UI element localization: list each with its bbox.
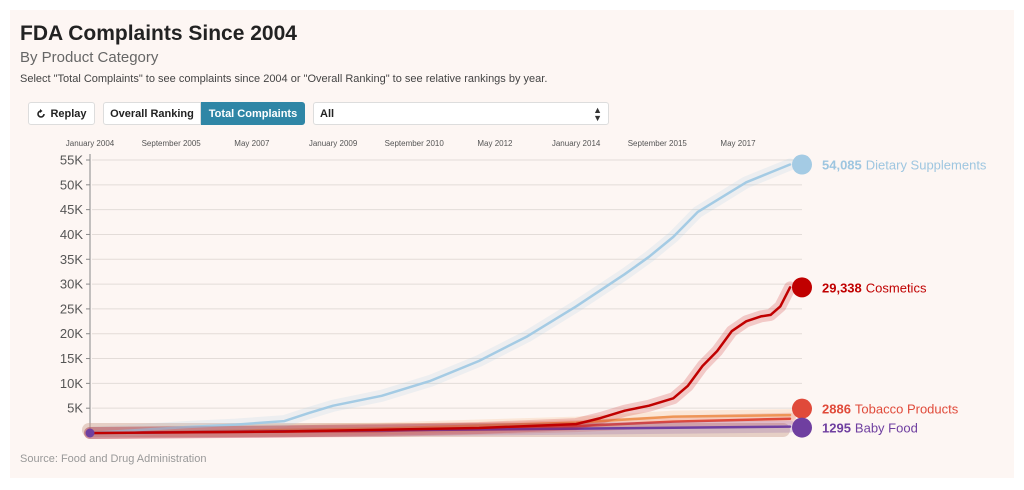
total-complaints-button[interactable]: Total Complaints	[201, 102, 305, 125]
end-label-name: Cosmetics	[866, 280, 927, 295]
x-tick-label: September 2015	[628, 139, 688, 148]
y-tick-label: 45K	[60, 202, 83, 217]
x-tick-label: May 2017	[720, 139, 756, 148]
y-tick-label: 20K	[60, 326, 83, 341]
select-arrows-icon: ▲ ▼	[593, 105, 602, 123]
chart-description: Select "Total Complaints" to see complai…	[20, 73, 548, 85]
chart-title: FDA Complaints Since 2004	[20, 22, 297, 45]
end-labels: 54,085 Dietary Supplements 29,338 Cosmetics…	[792, 154, 987, 438]
end-marker-tobacco-products[interactable]	[792, 398, 812, 419]
end-label-baby-food: 1295 Baby Food	[822, 421, 918, 436]
x-tick-label: September 2010	[385, 139, 445, 148]
x-tick-label: May 2012	[477, 139, 513, 148]
x-axis: January 2004 September 2005 May 2007 Januar…	[66, 139, 756, 148]
category-select-value: All	[320, 107, 335, 120]
chart-subtitle: By Product Category	[20, 49, 159, 66]
y-tick-label: 50K	[60, 177, 83, 192]
replay-icon	[37, 108, 46, 118]
y-tick-label: 25K	[60, 301, 83, 316]
end-label-name: Baby Food	[855, 421, 918, 436]
end-marker-dietary-supplements[interactable]	[792, 154, 812, 175]
end-label-tobacco-products: 2886 Tobacco Products	[822, 402, 959, 417]
x-tick-label: January 2014	[552, 139, 601, 148]
y-tick-label: 30K	[60, 277, 83, 292]
end-label-cosmetics: 29,338 Cosmetics	[822, 280, 927, 295]
end-label-dietary-supplements: 54,085 Dietary Supplements	[822, 158, 987, 173]
y-tick-label: 5K	[67, 401, 83, 416]
end-marker-baby-food[interactable]	[792, 417, 812, 438]
x-tick-label: January 2009	[309, 139, 358, 148]
y-tick-label: 40K	[60, 227, 83, 242]
end-label-value: 54,085	[822, 158, 862, 173]
overall-ranking-button[interactable]: Overall Ranking	[103, 102, 201, 125]
y-axis: 5K 10K 15K 20K 25K 30K 35K 40K 45K 50K 55K	[60, 153, 802, 433]
series-lines	[82, 158, 796, 439]
replay-label: Replay	[50, 107, 87, 120]
end-label-value: 2886	[822, 402, 851, 417]
end-marker-cosmetics[interactable]	[792, 277, 812, 298]
replay-button[interactable]: Replay	[28, 102, 95, 125]
overall-ranking-label: Overall Ranking	[110, 107, 194, 120]
end-label-value: 29,338	[822, 280, 862, 295]
y-tick-label: 10K	[60, 376, 83, 391]
series-line-other-products[interactable]	[88, 413, 792, 435]
x-tick-label: January 2004	[66, 139, 115, 148]
x-tick-label: September 2005	[142, 139, 202, 148]
category-select[interactable]: All ▲ ▼	[313, 102, 609, 125]
chart-panel: FDA Complaints Since 2004 By Product Cat…	[10, 10, 1014, 478]
y-tick-label: 35K	[60, 252, 83, 267]
series-line-cosmetics[interactable]	[88, 286, 792, 435]
end-label-value: 1295	[822, 421, 851, 436]
end-label-name: Tobacco Products	[855, 402, 959, 417]
source-note: Source: Food and Drug Administration	[20, 453, 207, 465]
series-line-dietary-supplements[interactable]	[88, 163, 792, 435]
total-complaints-label: Total Complaints	[208, 107, 298, 120]
y-tick-label: 55K	[60, 153, 83, 168]
x-tick-label: May 2007	[234, 139, 270, 148]
y-tick-label: 15K	[60, 351, 83, 366]
end-label-name: Dietary Supplements	[866, 158, 987, 173]
series-start-marker	[85, 428, 95, 438]
